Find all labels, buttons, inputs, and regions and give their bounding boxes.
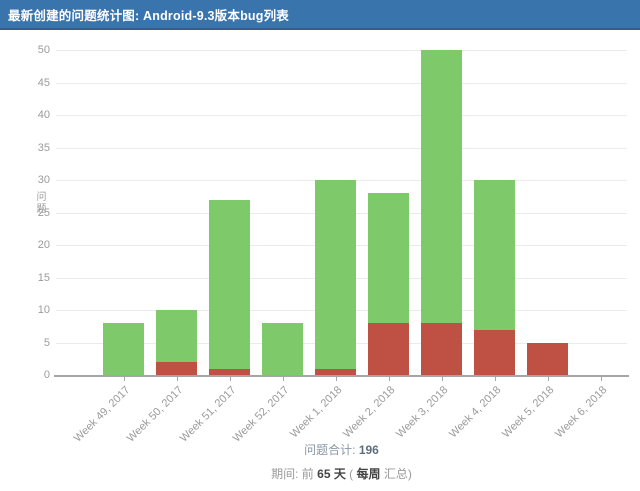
bar-segment-red[interactable] <box>527 342 568 375</box>
gadget-title-bar: 最新创建的问题统计图: Android-9.3版本bug列表 <box>0 0 640 30</box>
bar-segment-red[interactable] <box>156 362 197 375</box>
bar-segment-red[interactable] <box>315 368 356 375</box>
y-axis-tick-label: 45 <box>37 76 50 89</box>
bar-segment-red[interactable] <box>421 323 462 375</box>
issue-total-value: 196 <box>358 443 379 457</box>
y-axis-tick-label: 35 <box>37 141 50 154</box>
bar-segment-red[interactable] <box>474 329 515 375</box>
x-axis-tick <box>600 377 602 381</box>
x-axis-tick <box>229 377 231 381</box>
x-axis-tick <box>123 377 125 381</box>
y-axis-title: 问题 <box>34 191 45 215</box>
gridline <box>56 115 627 116</box>
issue-total-line: 问题合计: 196 <box>56 441 627 458</box>
bar-segment-green[interactable] <box>421 50 462 323</box>
issue-total-label: 问题合计: <box>304 443 356 457</box>
period-open-paren: ( <box>349 467 354 481</box>
bar-segment-green[interactable] <box>368 193 409 323</box>
y-axis-tick-label: 10 <box>37 304 50 316</box>
period-suffix: 汇总) <box>383 467 412 481</box>
x-axis-tick <box>282 377 284 381</box>
period-prefix: 期间: 前 <box>271 467 314 481</box>
x-axis-tick <box>388 377 390 381</box>
created-issues-bar-chart: 问题 0 5 10 15 20 25 30 35 40 45 50 Week 49, 2017 Week… <box>34 44 629 445</box>
x-axis-tick <box>547 377 549 381</box>
bar-segment-green[interactable] <box>103 323 144 375</box>
y-axis-tick-label: 40 <box>37 109 50 121</box>
period-days: 65 天 <box>317 467 346 481</box>
x-axis-tick <box>176 377 178 381</box>
gridline <box>56 50 627 51</box>
y-axis-tick-label: 5 <box>43 336 50 349</box>
bar-segment-green[interactable] <box>474 180 515 330</box>
gadget-title: 最新创建的问题统计图: Android-9.3版本bug列表 <box>8 8 289 23</box>
period-group-selector[interactable]: 每周 <box>356 467 381 481</box>
bar-segment-green[interactable] <box>209 199 250 369</box>
y-axis-tick-label: 50 <box>37 44 50 56</box>
bar-segment-red[interactable] <box>209 368 250 375</box>
bar-segment-green[interactable] <box>262 323 303 375</box>
y-axis-tick-label: 15 <box>37 271 50 284</box>
gridline <box>56 147 627 149</box>
y-axis-tick-label: 25 <box>37 206 50 219</box>
bar-segment-red[interactable] <box>368 323 409 375</box>
y-axis-tick-label: 20 <box>37 239 50 251</box>
period-line: 期间: 前 65 天 ( 每周 汇总) <box>56 465 627 482</box>
x-axis-line <box>54 375 629 377</box>
y-axis-tick-label: 30 <box>37 174 50 186</box>
chart-footer: 问题合计: 196 期间: 前 65 天 ( 每周 汇总) <box>56 441 627 482</box>
bar-segment-green[interactable] <box>156 310 197 362</box>
x-axis-tick <box>494 377 496 381</box>
gridline <box>56 82 627 84</box>
y-axis-tick-label: 0 <box>43 369 50 381</box>
x-axis-tick <box>335 377 337 381</box>
x-axis-tick <box>441 377 443 381</box>
bar-segment-green[interactable] <box>315 180 356 369</box>
